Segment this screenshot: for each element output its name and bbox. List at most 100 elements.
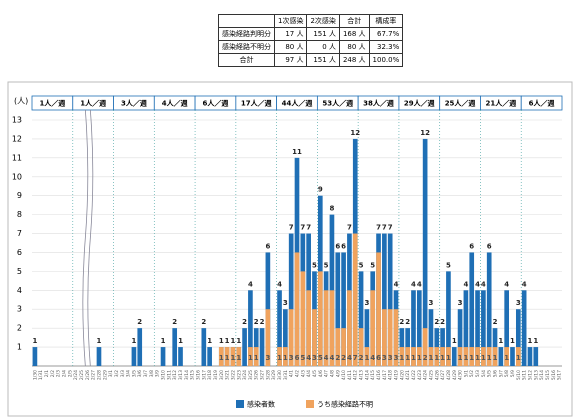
- x-tick-label: 4/23: [417, 370, 423, 380]
- bar: [382, 309, 387, 366]
- data-label: 4: [248, 280, 253, 288]
- x-tick-label: 5/5: [487, 370, 493, 377]
- x-tick-label: 4/16: [376, 370, 382, 380]
- x-tick-label: 3/24: [242, 370, 248, 380]
- data-label: 1: [516, 354, 521, 362]
- data-label: 3: [516, 299, 521, 307]
- week-label: 6人／週: [529, 99, 555, 108]
- bar: [469, 347, 475, 366]
- bar: [504, 347, 509, 366]
- y-tick-label: 5: [17, 267, 22, 276]
- data-label: 6: [341, 242, 346, 250]
- bar: [358, 328, 364, 366]
- x-tick-label: 3/28: [265, 370, 271, 380]
- bar: [411, 347, 416, 366]
- x-tick-label: 5/2: [469, 370, 475, 377]
- bar: [341, 252, 346, 366]
- data-label: 1: [236, 337, 241, 345]
- bar: [475, 290, 480, 366]
- bar: [446, 271, 451, 366]
- bar: [224, 347, 230, 366]
- data-label: 7: [306, 224, 311, 232]
- data-label: 3: [382, 354, 387, 362]
- y-tick-label: 4: [17, 286, 22, 295]
- week-label: 29人／週: [404, 99, 435, 108]
- data-label: 3: [388, 354, 393, 362]
- x-tick-label: 3/22: [230, 370, 236, 380]
- x-tick-label: 4/28: [446, 370, 452, 380]
- x-tick-label: 4/17: [382, 370, 388, 380]
- data-label: 1: [248, 354, 253, 362]
- x-tick-label: 3/26: [254, 370, 260, 380]
- bar: [457, 347, 463, 366]
- bar: [492, 347, 498, 366]
- bar: [96, 347, 102, 366]
- bar: [323, 290, 329, 366]
- data-label: 6: [487, 242, 492, 250]
- data-label: 1: [230, 337, 235, 345]
- x-tick-label: 2/29: [102, 370, 108, 380]
- bar: [248, 290, 253, 366]
- x-tick-label: 5/1: [463, 370, 469, 377]
- x-tick-label: 5/7: [498, 370, 504, 377]
- bar: [440, 328, 445, 366]
- table-cell: 100.0%: [368, 53, 404, 67]
- data-label: 3: [312, 354, 317, 362]
- bar: [434, 347, 440, 366]
- x-tick-label: 4/20: [399, 370, 405, 380]
- y-tick-label: 13: [12, 116, 22, 125]
- data-label: 2: [434, 318, 439, 326]
- bar: [32, 347, 38, 366]
- x-tick-label: 4/29: [452, 370, 458, 380]
- table-cell: 合計: [218, 53, 275, 67]
- data-label: 12: [350, 129, 360, 137]
- x-tick-label: 4/7: [324, 370, 330, 377]
- bar: [527, 347, 533, 366]
- x-tick-label: 2/28: [96, 370, 102, 380]
- x-tick-label: 4/8: [329, 370, 335, 377]
- data-label: 4: [522, 280, 527, 288]
- bar: [288, 309, 294, 366]
- data-label: 1: [131, 337, 136, 345]
- data-label: 3: [265, 354, 270, 362]
- data-label: 11: [292, 148, 302, 156]
- y-tick-label: 7: [17, 229, 22, 238]
- x-tick-label: 4/30: [458, 370, 464, 380]
- data-label: 7: [353, 354, 358, 362]
- x-tick-label: 3/3: [120, 370, 126, 377]
- data-label: 3: [429, 299, 434, 307]
- data-label: 4: [330, 354, 335, 362]
- x-tick-label: 5/14: [539, 370, 545, 380]
- bar: [515, 309, 521, 366]
- x-tick-label: 4/11: [347, 370, 353, 380]
- data-label: 3: [283, 299, 288, 307]
- data-label: 1: [452, 337, 457, 345]
- bar: [486, 347, 492, 366]
- data-label: 7: [347, 224, 352, 232]
- bar: [131, 347, 137, 366]
- x-tick-label: 4/6: [318, 370, 324, 377]
- bar: [399, 347, 405, 366]
- bar: [428, 309, 434, 366]
- data-label: 1: [32, 337, 37, 345]
- y-tick-label: 9: [17, 191, 22, 200]
- bar: [515, 347, 521, 366]
- bar: [172, 328, 178, 366]
- x-tick-label: 3/4: [126, 370, 132, 377]
- bar: [335, 252, 341, 366]
- bar: [364, 309, 370, 366]
- y-tick-label: 1: [17, 343, 22, 352]
- legend-label: うち感染経路不明: [317, 400, 373, 409]
- bar: [218, 347, 224, 366]
- bar: [387, 309, 393, 366]
- x-tick-label: 4/5: [312, 370, 318, 377]
- data-label: 2: [137, 318, 142, 326]
- x-tick-label: 3/14: [184, 370, 190, 380]
- data-label: 4: [324, 354, 329, 362]
- data-label: 1: [207, 337, 212, 345]
- x-tick-label: 3/21: [225, 370, 231, 380]
- data-label: 5: [318, 354, 323, 362]
- x-tick-label: 3/17: [201, 370, 207, 380]
- x-tick-label: 2/26: [85, 370, 91, 380]
